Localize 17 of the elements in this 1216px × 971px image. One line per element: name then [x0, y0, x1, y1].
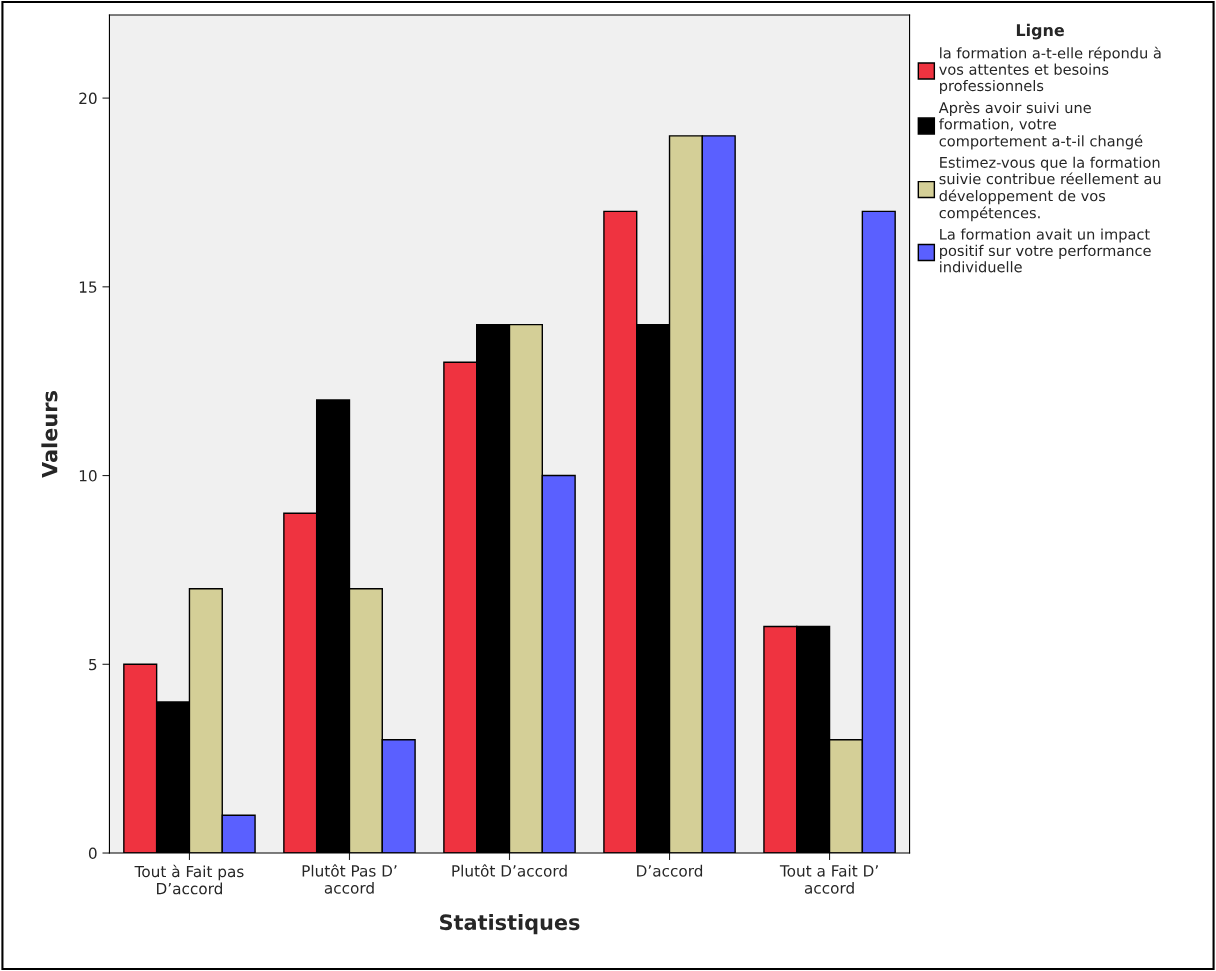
x-tick-label: Tout a Fait D’ accord — [779, 864, 878, 894]
x-tick-label: D’accord — [637, 864, 703, 877]
x-tick-label: Tout à Fait pas D’accord — [134, 864, 244, 895]
y-tick-label: 5 — [89, 658, 97, 671]
y-tick-label: 0 — [88, 847, 97, 860]
legend-title: Ligne — [1016, 23, 1064, 40]
y-tick-label: 15 — [79, 281, 97, 293]
legend-label: La formation avait un impact positif sur votre performance individuelle — [940, 228, 1151, 273]
x-tick-label: Plutôt Pas D’ accord — [302, 864, 397, 894]
y-tick-label: 10 — [79, 470, 97, 482]
x-axis-title: Statistiques — [440, 914, 580, 935]
y-tick-label: 20 — [79, 92, 97, 105]
y-axis-title: Valeurs — [41, 391, 58, 478]
legend-label: la formation a-t-elle répondu à vos attentes et besoins professionnels — [939, 46, 1161, 95]
x-tick-label: Plutôt D’accord — [452, 864, 567, 877]
legend-label: Estimez-vous que la formation suivie contribue réellement au développement de vos compétences. — [939, 156, 1161, 222]
legend-label: Après avoir suivi une formation, votre comportement a-t-il changé — [938, 101, 1143, 150]
